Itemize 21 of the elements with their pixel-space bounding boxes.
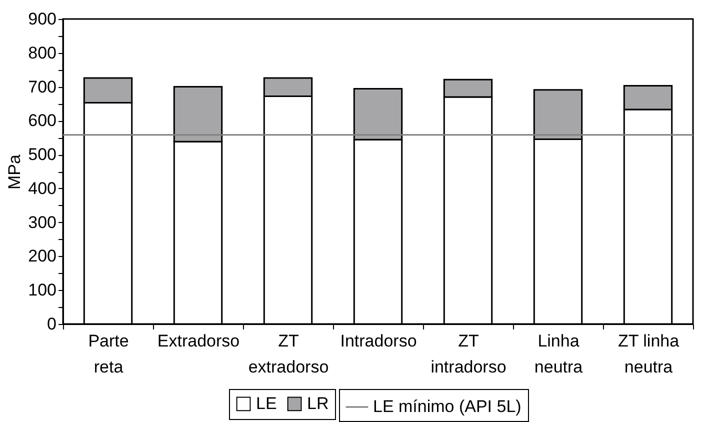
x-tick-label: Extradorso <box>157 332 240 350</box>
y-tick-label: 300 <box>28 212 56 232</box>
y-tick-label: 400 <box>28 178 56 198</box>
y-tick-label: 900 <box>28 10 56 28</box>
legend-label: LR <box>307 394 329 413</box>
legend-label: LE <box>256 394 277 413</box>
y-tick-label: 500 <box>28 145 56 164</box>
y-tick-label: 800 <box>28 43 56 62</box>
y-tick-label: 100 <box>28 280 56 300</box>
x-tick-label: Intradorso <box>340 332 417 350</box>
y-tick-label: 600 <box>28 111 56 130</box>
x-tick-label: ZT intradorso <box>430 332 506 376</box>
x-tick-label: Linha neutra <box>534 332 584 376</box>
y-tick-label: 200 <box>28 246 56 266</box>
y-axis-title: MPa <box>5 154 24 190</box>
x-tick-label: Parte reta <box>88 332 129 376</box>
y-tick-label: 700 <box>28 77 56 96</box>
x-tick-label: ZT linha neutra <box>618 332 680 376</box>
legend-label: LE mínimo (API 5L) <box>373 397 522 416</box>
x-tick-label: ZT extradorso <box>248 332 329 376</box>
y-tick-label: 0 <box>47 314 56 334</box>
